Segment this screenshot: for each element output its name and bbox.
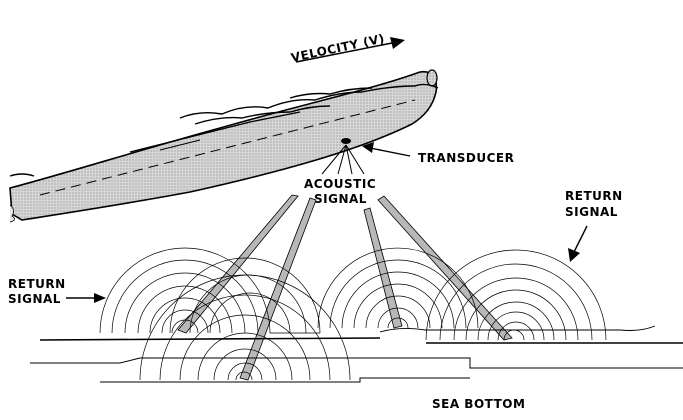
velocity-arrow (295, 37, 405, 63)
acoustic-signal-label-line1: ACOUSTIC (304, 177, 376, 191)
transducer-arrow (362, 142, 411, 157)
sea-bottom-profile (30, 325, 683, 383)
water-surface (9, 83, 439, 177)
return-signal-right-label-line2: SIGNAL (565, 205, 618, 219)
return-signal-right-label-line1: RETURN (565, 189, 623, 203)
acoustic-beams (177, 194, 513, 381)
beam-1 (177, 194, 299, 334)
return-signal-left-label-line2: SIGNAL (8, 292, 61, 306)
return-signal-left-arrow (66, 293, 106, 303)
ship-hull (9, 69, 438, 223)
transducer-label: TRANSDUCER (418, 151, 514, 165)
return-signal-left-label-line1: RETURN (8, 277, 66, 291)
sea-bottom-label: SEA BOTTOM (432, 397, 525, 411)
return-signal-right-arrow (568, 225, 588, 262)
return-wavefronts-left (99, 247, 351, 381)
return-wavefronts-right (317, 247, 607, 341)
beam-3 (363, 207, 403, 329)
acoustic-signal-label-line2: SIGNAL (314, 192, 367, 206)
beam-4 (377, 195, 513, 341)
transducer-icon (341, 138, 351, 144)
acoustic-pointers (321, 144, 365, 175)
beam-2 (239, 197, 317, 381)
velocity-label: VELOCITY (V) (290, 31, 386, 65)
